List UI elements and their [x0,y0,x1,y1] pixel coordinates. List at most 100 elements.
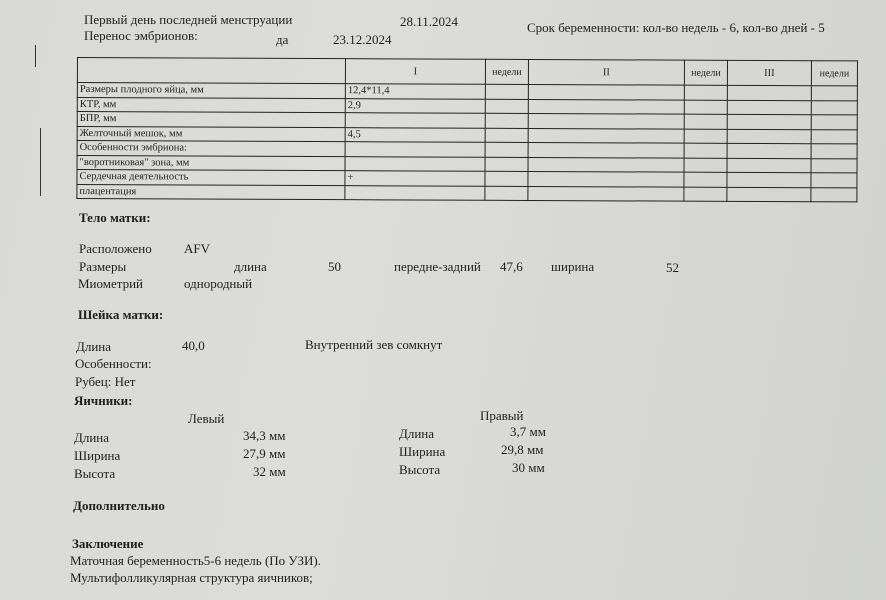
ovaries-title: Яичники: [74,393,133,408]
conclusion-line: Мультифолликулярная структура яичников; [70,570,313,585]
transfer-value: да [276,32,289,47]
empty-cell [528,156,685,173]
empty-cell [684,128,728,144]
empty-cell [727,114,812,130]
left-length-value: 34,3 мм [243,428,286,443]
empty-cell [727,128,812,144]
header-cell: I [345,58,486,85]
embryo-table: I недели II недели III недели Размеры пл… [76,57,858,202]
margin-line [40,128,41,196]
myometrium-label: Миометрий [78,276,144,291]
left-width-value: 27,9 мм [243,446,286,461]
left-length-label: Длина [74,430,110,445]
right-height-value: 30 мм [512,460,545,475]
transfer-label: Перенос эмбрионов: [84,28,198,43]
uterus-title: Тело матки: [79,210,151,225]
cervix-length-value: 40,0 [182,338,205,353]
empty-cell [811,100,858,115]
empty-cell [484,171,529,186]
empty-cell [528,84,685,100]
uterus-width-label: ширина [551,259,595,274]
empty-cell [528,113,685,129]
right-length-label: Длина [399,426,435,441]
empty-cell [528,98,685,115]
uterus-size-label: Размеры [79,259,127,274]
additional-title: Дополнительно [73,498,165,513]
row-value-I: + [344,170,486,186]
row-value-I [345,156,486,172]
empty-cell [485,156,529,172]
row-label: БПР, мм [77,111,346,128]
empty-cell [727,99,812,115]
empty-cell [683,172,728,187]
empty-cell [811,129,858,144]
row-value-I: 4,5 [345,127,486,143]
empty-cell [683,186,727,202]
table-header-row: I недели II недели III недели [77,57,858,86]
row-value-I [345,141,486,157]
empty-cell [810,172,858,188]
empty-cell [485,98,529,114]
empty-cell [727,143,812,159]
empty-cell [726,186,811,202]
empty-cell [485,84,529,99]
empty-cell [528,127,685,144]
left-height-label: Высота [74,466,116,481]
conclusion-title: Заключение [72,536,144,551]
lmp-date: 28.11.2024 [400,14,459,29]
cervix-features: Особенности: [75,356,152,371]
uterus-position-value: AFV [184,241,211,256]
row-value-I: 12,4*11,4 [345,83,486,99]
right-width-label: Ширина [399,444,446,459]
empty-cell [684,114,728,129]
empty-cell [811,143,858,159]
row-label: плацентация [76,184,345,200]
left-height-value: 32 мм [253,464,286,479]
right-length-value: 3,7 мм [510,424,546,439]
pregnancy-term: Срок беременности: кол-во недель - 6, ко… [527,20,825,35]
conclusion-line: Маточная беременность5-6 недель (По УЗИ)… [70,553,321,568]
transfer-date: 23.12.2024 [333,32,392,47]
row-label: Сердечная деятельность [76,169,346,186]
left-width-label: Ширина [74,448,121,463]
empty-cell [727,85,812,101]
uterus-ap-label: передне-задний [394,259,481,274]
right-ovary-title: Правый [480,408,524,423]
cervix-os: Внутренний зев сомкнут [305,337,443,352]
row-label: КТР, мм [77,97,346,113]
empty-cell [811,85,858,101]
empty-cell [485,113,529,128]
header-cell [77,57,346,84]
myometrium-value: однородный [184,276,253,291]
uterus-position-label: Расположено [79,241,152,256]
row-value-I: 2,9 [345,98,486,114]
uterus-length-label: длина [234,259,267,274]
row-label: Желточный мешок, мм [77,126,346,142]
empty-cell [485,127,529,143]
left-ovary-title: Левый [188,411,225,426]
empty-cell [684,143,728,158]
margin-line [35,45,36,67]
table-row: плацентация [76,184,857,202]
empty-cell [810,187,857,202]
header-cell: недели [811,60,858,86]
row-value-I [344,185,485,201]
cervix-scar: Рубец: Нет [75,374,136,389]
right-height-label: Высота [399,462,441,477]
uterus-ap-value: 47,6 [500,259,523,274]
empty-cell [811,158,858,173]
empty-cell [811,114,858,130]
row-label: "воротниковая" зона, мм [77,155,346,171]
empty-cell [684,157,728,173]
right-width-value: 29,8 мм [501,442,544,457]
empty-cell [528,142,685,158]
cervix-title: Шейка матки: [78,307,164,322]
header-cell: недели [684,60,728,86]
row-label: Размеры плодного яйца, мм [77,82,346,99]
cervix-length-label: Длина [76,339,112,354]
row-value-I [345,112,486,128]
empty-cell [484,185,528,201]
empty-cell [527,171,685,187]
lmp-label: Первый день последней менструации [84,12,293,27]
header-cell: недели [485,59,529,85]
